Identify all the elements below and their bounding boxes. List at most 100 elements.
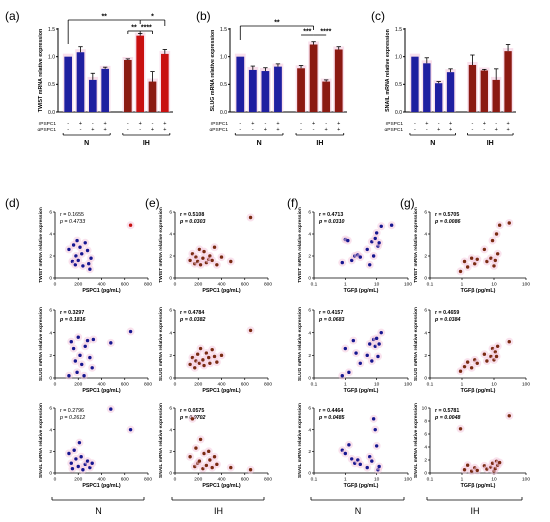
r-value: r = 0.5781 [435,408,459,414]
y-tick-label: 0 [49,471,52,477]
panel-label: (d) [5,196,20,210]
data-point [80,252,84,256]
data-point [70,466,75,471]
y-tick-label: 0 [169,376,172,382]
data-point [83,344,87,348]
bar [148,81,157,112]
data-point [128,329,133,334]
x-axis-label: PSPC1 (pg/mL) [82,483,120,489]
data-point [88,267,92,271]
data-point [229,259,233,264]
data-point [340,260,344,265]
treatment-mark: - [438,121,440,127]
p-value: p = 0.0303 [179,219,206,225]
y-tick-label: 1.5 [48,27,55,33]
x-tick-label: 600 [241,477,249,483]
y-tick-label: 4 [49,232,52,238]
x-axis-label: TGFβ (pg/mL) [461,288,496,294]
y-tick-label: 6 [49,308,52,314]
x-tick-label: 100 [522,382,530,388]
x-tick-label: 600 [241,282,249,288]
y-axis-label: TWIST mRNA relative expression [297,207,303,283]
data-point [358,462,362,467]
y-tick-label: 2 [169,353,172,359]
data-point [198,263,203,267]
x-tick-label: 400 [217,382,225,388]
x-tick-label: 400 [217,282,225,288]
scatter-e-row-1: 0 2 4 6 0 200 400 600 800 TWIST mRNA relative exp… [158,207,272,294]
bar [64,56,72,112]
data-point [190,417,195,421]
treatment-mark: - [127,121,129,127]
x-tick-label: 100 [404,382,412,388]
treatment-mark: + [495,127,498,133]
data-point [69,461,73,465]
y-tick-label: 6 [49,406,52,412]
x-tick-label: 800 [144,282,152,288]
y-tick-label: 0 [169,276,172,282]
data-point [248,468,253,472]
data-point [75,238,79,243]
y-tick-label: 4 [49,330,52,336]
y-tick-label: 2 [424,353,427,359]
data-point [204,463,209,468]
x-tick-label: 100 [404,282,412,288]
x-tick-label: 0 [54,477,57,483]
x-tick-label: 200 [194,477,202,483]
data-point [368,263,372,267]
x-tick-label: 0.1 [311,477,318,483]
x-tick-label: 1 [344,382,347,388]
data-point [469,256,474,260]
treatment-mark: + [425,121,428,127]
treatment-mark: - [325,121,327,127]
data-point [465,265,470,269]
p-value: p = 0.2612 [59,415,85,421]
y-tick-label: 2 [49,254,52,260]
data-point [109,407,113,411]
data-point [347,443,351,447]
data-point [229,465,233,470]
treatment-mark: - [67,127,69,133]
y-tick-label: 4 [49,427,52,433]
x-tick-label: 600 [121,282,129,288]
data-point [81,264,85,268]
data-point [201,256,205,260]
data-point [343,346,348,351]
treatment-mark: + [163,127,166,133]
treatment-mark: - [152,121,154,127]
bar [504,51,512,112]
data-point [81,468,85,472]
treatment-mark: + [91,127,94,133]
x-tick-label: 0.1 [311,282,318,288]
data-point [128,223,133,227]
x-tick-label: 600 [121,477,129,483]
data-point [208,458,212,462]
y-tick-label: 0 [424,276,427,282]
data-point [202,249,206,254]
p-value: p = 0.1816 [59,317,86,323]
data-point [368,342,372,346]
data-point [354,351,358,355]
y-axis-label: SLUG mRNA relative expression [38,307,44,381]
x-tick-label: 200 [194,282,202,288]
y-axis-label: TWIST mRNA relative expression [38,207,44,283]
data-point [365,247,369,252]
y-tick-label: 0 [424,376,427,382]
scatter-e-row-2: 0 2 4 6 0 200 400 600 800 SLUG mRNA relative expr… [158,307,272,394]
x-tick-label: 1 [344,477,347,483]
y-tick-label: 0.0 [395,110,402,116]
treatment-mark: + [437,127,440,133]
treatment-mark: - [239,127,241,133]
bar [411,56,419,112]
x-tick-label: 1 [344,282,347,288]
data-point [197,247,202,252]
x-tick-label: 400 [97,282,105,288]
bar [274,66,282,112]
data-point [458,369,463,373]
sig-label: ** [101,14,107,21]
data-point [374,444,379,448]
x-tick-label: 0 [54,282,57,288]
y-axis-label: SNAIL mRNA relative expression [413,403,419,478]
data-point [350,258,354,263]
data-point [212,354,217,359]
